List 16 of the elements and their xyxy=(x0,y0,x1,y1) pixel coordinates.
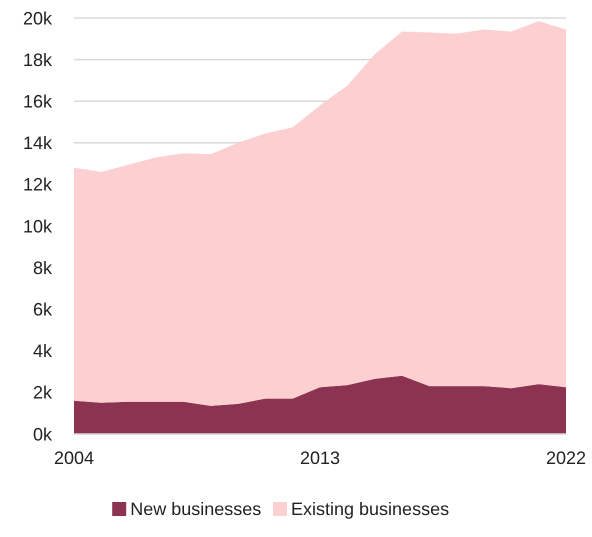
y-tick-label: 18k xyxy=(22,50,53,70)
legend-label: New businesses xyxy=(130,499,262,519)
y-tick-label: 12k xyxy=(22,174,53,195)
y-tick-label: 16k xyxy=(22,92,53,112)
y-tick-label: 6k xyxy=(32,300,53,320)
y-tick-label: 14k xyxy=(22,133,53,154)
x-tick-label: 2013 xyxy=(300,448,340,468)
y-tick-label: 2k xyxy=(32,382,53,403)
x-tick-label: 2004 xyxy=(54,448,94,468)
y-tick-label: 0k xyxy=(32,424,53,444)
y-tick-label: 4k xyxy=(32,341,53,362)
y-tick-label: 10k xyxy=(22,216,53,236)
y-tick-label: 20k xyxy=(22,8,53,28)
x-tick-label: 2022 xyxy=(546,448,586,468)
legend-label: Existing businesses xyxy=(291,499,450,519)
y-tick-label: 8k xyxy=(32,258,53,278)
